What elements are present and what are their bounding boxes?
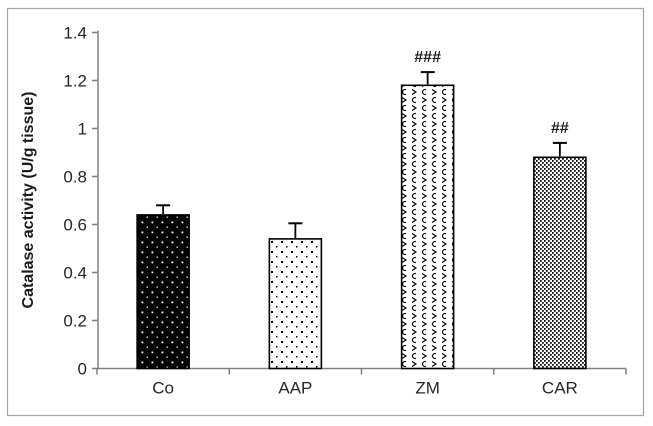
y-tick-label: 1.2 — [63, 72, 87, 91]
x-category-label: Co — [152, 379, 174, 398]
y-tick-label: 1.4 — [63, 24, 87, 43]
bar-car — [533, 156, 587, 370]
y-tick-label: 0.6 — [63, 216, 87, 235]
labels-layer: 0 0.2 0.4 0.6 0.8 1 1.2 1.4 Co AAP ### ZM ## CAR — [63, 24, 577, 398]
bar-zm — [400, 84, 455, 370]
x-category-label: AAP — [278, 379, 312, 398]
x-category-label: ZM — [415, 379, 440, 398]
bar-aap — [268, 238, 323, 370]
bar-co — [136, 214, 190, 370]
y-tick-label: 0 — [78, 360, 87, 379]
y-axis-title: Catalase activity (U/g tissue) — [20, 92, 37, 309]
bars-layer — [136, 71, 587, 370]
y-tick-label: 0.4 — [63, 264, 87, 283]
x-category-label: CAR — [542, 379, 578, 398]
y-tick-label: 0.8 — [63, 168, 87, 187]
significance-annotation: ### — [414, 49, 441, 66]
y-tick-label: 1 — [78, 120, 87, 139]
y-tick-label: 0.2 — [63, 312, 87, 331]
significance-annotation: ## — [551, 120, 569, 137]
